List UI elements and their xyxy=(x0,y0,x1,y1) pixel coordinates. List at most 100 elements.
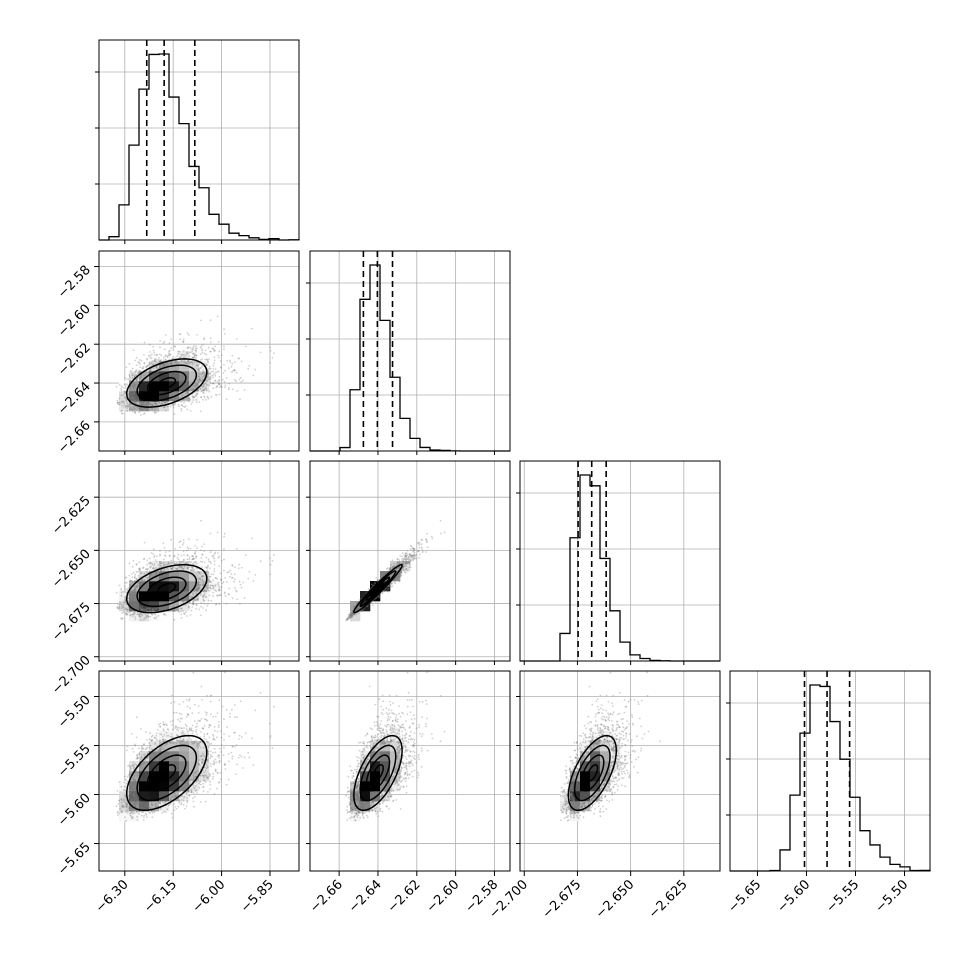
sample-point xyxy=(129,386,132,389)
sample-point xyxy=(214,379,217,382)
sample-point xyxy=(148,363,151,366)
sample-point xyxy=(121,605,124,608)
sample-point xyxy=(348,616,350,619)
sample-point xyxy=(182,610,185,612)
sample-point xyxy=(250,737,253,740)
sample-point xyxy=(169,361,172,363)
sample-point xyxy=(172,719,174,722)
sample-point xyxy=(392,566,395,568)
sample-point xyxy=(373,751,375,753)
sample-point xyxy=(126,806,128,809)
sample-point xyxy=(385,572,387,575)
sample-point xyxy=(140,748,143,750)
sample-point xyxy=(181,353,184,356)
sample-point xyxy=(129,598,132,601)
sample-point xyxy=(405,554,407,557)
sample-point xyxy=(206,380,209,382)
sample-point xyxy=(149,562,152,565)
sample-point xyxy=(135,796,138,799)
sample-point xyxy=(126,612,129,615)
sample-point xyxy=(355,800,357,803)
sample-point xyxy=(358,607,361,610)
sample-point xyxy=(171,398,174,401)
sample-point xyxy=(233,369,236,372)
sample-point xyxy=(179,737,182,740)
contour-line xyxy=(136,744,198,802)
sample-point xyxy=(133,392,136,395)
sample-point xyxy=(406,750,408,753)
sample-point xyxy=(188,397,191,399)
contour-line xyxy=(136,364,198,402)
sample-point xyxy=(186,567,189,569)
sample-point xyxy=(181,404,183,407)
sample-point xyxy=(151,608,154,611)
sample-point xyxy=(205,387,208,390)
sample-point xyxy=(136,798,139,800)
sample-point xyxy=(213,359,216,362)
sample-point xyxy=(147,364,149,367)
sample-point xyxy=(178,726,181,729)
sample-point xyxy=(129,369,132,372)
density-cell xyxy=(159,741,170,752)
sample-point xyxy=(218,699,221,701)
sample-point xyxy=(367,806,369,809)
sample-point xyxy=(132,397,135,400)
sample-point xyxy=(135,607,138,609)
sample-point xyxy=(129,392,132,394)
sample-point xyxy=(359,800,361,803)
sample-point xyxy=(201,575,204,578)
contour-line xyxy=(146,576,187,601)
sample-point xyxy=(142,402,145,405)
sample-point xyxy=(206,395,209,398)
sample-point xyxy=(116,812,119,814)
sample-point xyxy=(191,569,194,572)
sample-point xyxy=(164,799,167,802)
sample-point xyxy=(412,744,415,747)
sample-point xyxy=(193,740,196,742)
sample-point xyxy=(134,779,137,781)
sample-point xyxy=(396,784,399,787)
sample-point xyxy=(147,404,150,407)
sample-point xyxy=(161,400,164,403)
sample-point xyxy=(346,805,349,808)
sample-point xyxy=(195,562,198,565)
sample-point xyxy=(207,579,209,582)
sample-point xyxy=(358,805,361,808)
sample-point xyxy=(134,400,137,402)
sample-point xyxy=(133,600,136,603)
sample-point xyxy=(365,745,368,748)
sample-point xyxy=(188,699,190,702)
sample-point xyxy=(173,809,176,811)
sample-point xyxy=(391,582,393,584)
sample-point xyxy=(196,590,199,593)
sample-point xyxy=(233,731,236,734)
sample-point xyxy=(126,775,129,778)
sample-point xyxy=(199,774,202,777)
sample-point xyxy=(143,804,146,807)
sample-point xyxy=(129,403,132,405)
sample-point xyxy=(129,376,132,379)
sample-point xyxy=(201,575,203,578)
sample-point xyxy=(179,602,182,605)
sample-point xyxy=(124,396,126,399)
sample-point xyxy=(350,611,353,614)
sample-point xyxy=(205,596,208,599)
sample-point xyxy=(146,615,148,618)
sample-point xyxy=(130,394,133,396)
sample-point xyxy=(348,615,351,618)
sample-point xyxy=(135,803,138,805)
sample-point xyxy=(357,795,360,797)
sample-point xyxy=(130,787,133,790)
sample-point xyxy=(147,615,149,617)
sample-point xyxy=(153,736,156,739)
sample-point xyxy=(402,712,405,715)
sample-point xyxy=(388,784,391,786)
sample-point xyxy=(357,810,360,813)
sample-point xyxy=(128,806,131,809)
sample-point xyxy=(350,611,353,614)
sample-point xyxy=(143,755,146,757)
sample-point xyxy=(399,769,401,772)
sample-point xyxy=(190,791,193,793)
sample-point xyxy=(139,401,142,403)
sample-point xyxy=(129,596,132,599)
